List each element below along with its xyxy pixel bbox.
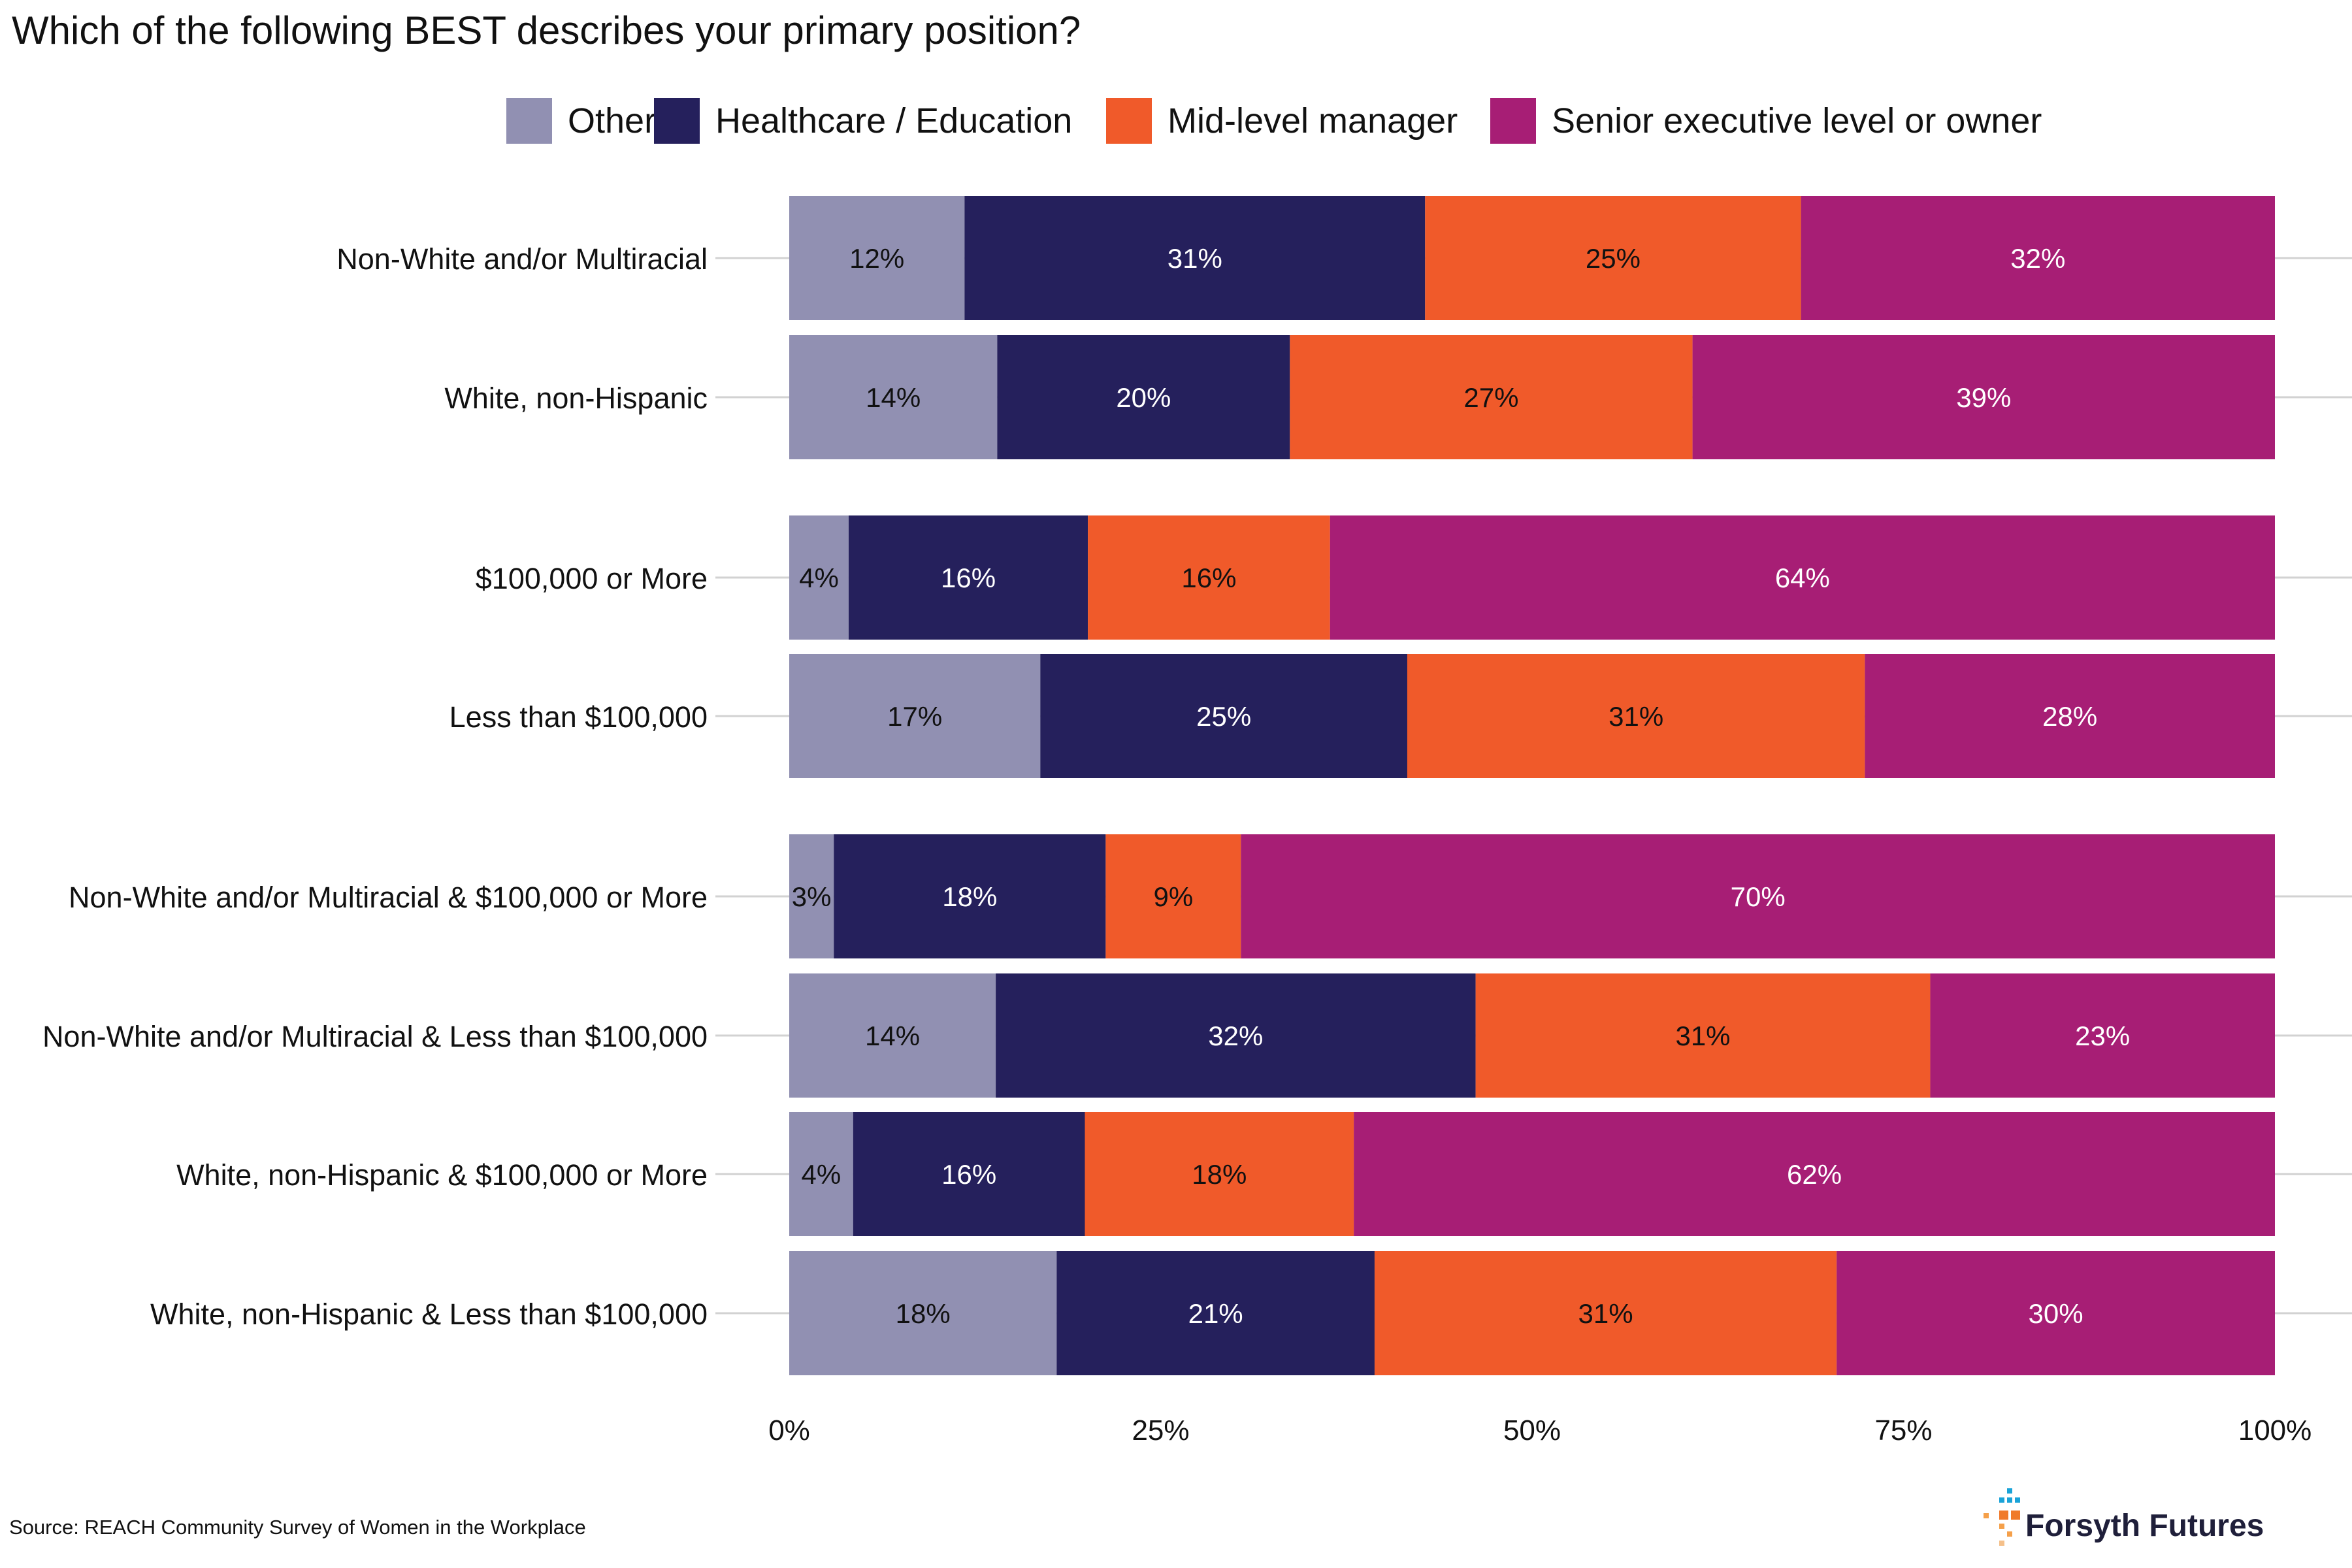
data-label: 32% xyxy=(2010,243,2065,274)
data-label: 12% xyxy=(849,243,904,274)
data-label: 4% xyxy=(799,563,839,593)
x-tick-label: 25% xyxy=(1132,1414,1189,1446)
data-label: 28% xyxy=(2042,701,2097,732)
data-label: 32% xyxy=(1208,1021,1263,1051)
data-label: 14% xyxy=(866,382,921,413)
bar-segment xyxy=(1475,973,1931,1098)
bar-segment xyxy=(964,196,1426,320)
category-label: Less than $100,000 xyxy=(449,700,708,734)
data-label: 62% xyxy=(1787,1159,1842,1190)
data-label: 3% xyxy=(792,881,832,912)
forsyth-futures-logo: Forsyth Futures xyxy=(1973,1483,2339,1555)
bar-segment xyxy=(1930,973,2275,1098)
data-label: 23% xyxy=(2075,1021,2130,1051)
data-label: 14% xyxy=(865,1021,920,1051)
x-tick-label: 100% xyxy=(2238,1414,2312,1446)
data-label: 16% xyxy=(1181,563,1236,593)
data-label: 31% xyxy=(1609,701,1663,732)
data-label: 18% xyxy=(1192,1159,1247,1190)
bar-segment xyxy=(1056,1251,1375,1375)
data-label: 18% xyxy=(942,881,997,912)
bar-segment xyxy=(1040,654,1407,778)
data-label: 39% xyxy=(1956,382,2011,413)
data-label: 25% xyxy=(1586,243,1641,274)
bar-segment xyxy=(1290,335,1693,459)
logo-text: Forsyth Futures xyxy=(2025,1509,2264,1543)
legend-swatch xyxy=(506,98,552,144)
bar-segment xyxy=(1407,654,1865,778)
legend-swatch xyxy=(1490,98,1536,144)
legend-item: Other xyxy=(506,98,656,144)
bar-segment xyxy=(1374,1251,1837,1375)
bar-segment xyxy=(1241,834,2275,958)
legend-item: Mid-level manager xyxy=(1106,98,1458,144)
data-label: 4% xyxy=(802,1159,841,1190)
bar-segment xyxy=(789,335,998,459)
bar-segment xyxy=(1692,335,2275,459)
bar-segment xyxy=(853,1112,1085,1236)
legend-swatch xyxy=(1106,98,1152,144)
bar-segment xyxy=(789,196,965,320)
category-label: White, non-Hispanic & Less than $100,000 xyxy=(150,1298,708,1331)
bar-segment xyxy=(1105,834,1241,958)
bar-segment xyxy=(1354,1112,2275,1236)
data-label: 31% xyxy=(1675,1021,1730,1051)
bar-segment xyxy=(1088,515,1330,640)
legend-label: Senior executive level or owner xyxy=(1552,101,2042,140)
data-label: 20% xyxy=(1116,382,1171,413)
legend-swatch xyxy=(654,98,700,144)
data-label: 16% xyxy=(941,1159,996,1190)
data-label: 17% xyxy=(887,701,942,732)
category-label: Non-White and/or Multiracial xyxy=(336,242,708,276)
bar-segment xyxy=(1865,654,2275,778)
bar-segment xyxy=(789,973,996,1098)
data-label: 25% xyxy=(1196,701,1251,732)
legend: Other Healthcare / Education Mid-level man… xyxy=(0,98,2352,144)
legend-item: Healthcare / Education xyxy=(654,98,1072,144)
data-label: 31% xyxy=(1578,1298,1633,1329)
x-tick-label: 75% xyxy=(1874,1414,1932,1446)
x-tick-label: 50% xyxy=(1503,1414,1561,1446)
legend-label: Mid-level manager xyxy=(1168,101,1458,140)
data-label: 21% xyxy=(1188,1298,1243,1329)
bar-segment xyxy=(996,973,1476,1098)
category-label: White, non-Hispanic & $100,000 or More xyxy=(176,1158,708,1192)
legend-label: Other xyxy=(568,101,657,140)
bar-segment xyxy=(789,1251,1057,1375)
bar-segment xyxy=(789,515,849,640)
source-note: Source: REACH Community Survey of Women … xyxy=(9,1516,586,1539)
x-tick-label: 0% xyxy=(768,1414,810,1446)
bar-segment xyxy=(1425,196,1801,320)
bar-segment xyxy=(848,515,1088,640)
bar-segment xyxy=(1085,1112,1354,1236)
data-label: 27% xyxy=(1463,382,1518,413)
data-label: 70% xyxy=(1731,881,1786,912)
data-label: 64% xyxy=(1775,563,1830,593)
data-label: 31% xyxy=(1168,243,1222,274)
data-label: 18% xyxy=(896,1298,951,1329)
bar-segment xyxy=(997,335,1290,459)
data-label: 9% xyxy=(1153,881,1193,912)
bar-segment xyxy=(834,834,1106,958)
legend-item: Senior executive level or owner xyxy=(1490,98,2042,144)
bar-segment xyxy=(789,1112,853,1236)
bar-segment xyxy=(1330,515,2275,640)
bar-segment xyxy=(789,834,834,958)
data-label: 30% xyxy=(2029,1298,2083,1329)
legend-label: Healthcare / Education xyxy=(715,101,1073,140)
bar-segment xyxy=(1801,196,2275,320)
logo-mark-icon xyxy=(1984,1488,2020,1546)
category-label: White, non-Hispanic xyxy=(444,382,708,415)
category-label: Non-White and/or Multiracial & Less than… xyxy=(42,1020,708,1053)
category-label: Non-White and/or Multiracial & $100,000 … xyxy=(69,881,708,914)
category-label: $100,000 or More xyxy=(476,562,708,595)
data-label: 16% xyxy=(941,563,996,593)
chart-title: Which of the following BEST describes yo… xyxy=(12,8,1081,52)
bar-segment xyxy=(789,654,1041,778)
bar-segment xyxy=(1837,1251,2275,1375)
